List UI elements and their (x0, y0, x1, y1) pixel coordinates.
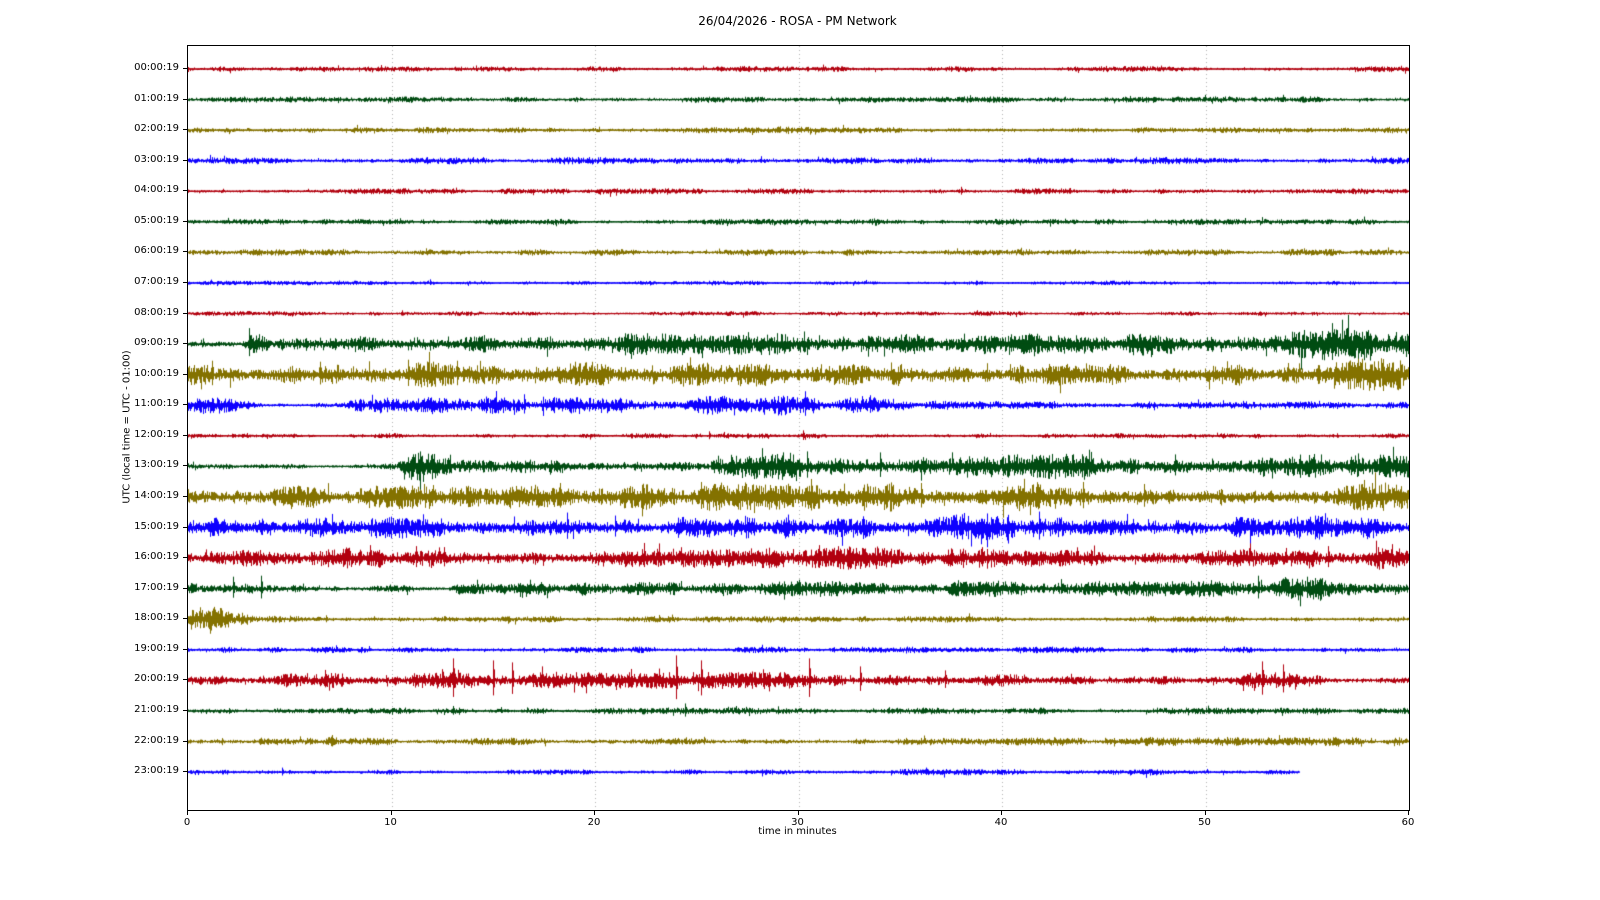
y-tick (183, 221, 187, 222)
x-tick (1205, 811, 1206, 815)
y-tick (183, 710, 187, 711)
trace-time-label: 17:00:19 (134, 581, 179, 593)
y-tick (183, 68, 187, 69)
trace-time-label: 02:00:19 (134, 123, 179, 135)
trace-time-label: 23:00:19 (134, 765, 179, 777)
x-tick-label: 30 (791, 817, 804, 828)
y-tick (183, 99, 187, 100)
trace-time-label: 03:00:19 (134, 153, 179, 165)
y-tick (183, 496, 187, 497)
trace-time-label: 10:00:19 (134, 367, 179, 379)
trace-time-label: 00:00:19 (134, 62, 179, 73)
trace-time-label: 12:00:19 (134, 428, 179, 440)
trace-time-label: 19:00:19 (134, 642, 179, 654)
trace-time-label: 04:00:19 (134, 184, 179, 196)
y-tick (183, 129, 187, 130)
x-tick-label: 10 (384, 817, 397, 828)
trace-time-label: 09:00:19 (134, 337, 179, 349)
seismogram-traces-canvas (188, 46, 1409, 810)
y-tick (183, 649, 187, 650)
y-tick (183, 557, 187, 558)
x-tick (1001, 811, 1002, 815)
y-tick (183, 679, 187, 680)
x-tick (1408, 811, 1409, 815)
y-tick (183, 251, 187, 252)
x-tick (391, 811, 392, 815)
trace-time-label: 21:00:19 (134, 703, 179, 715)
trace-time-label: 18:00:19 (134, 612, 179, 624)
y-tick (183, 771, 187, 772)
plot-area (187, 45, 1410, 811)
y-tick (183, 160, 187, 161)
y-tick (183, 282, 187, 283)
trace-time-label: 05:00:19 (134, 214, 179, 226)
trace-time-label: 07:00:19 (134, 275, 179, 287)
x-tick (798, 811, 799, 815)
x-tick-label: 60 (1401, 817, 1415, 828)
trace-time-label: 16:00:19 (134, 551, 179, 563)
y-tick (183, 588, 187, 589)
y-tick (183, 741, 187, 742)
trace-time-label: 22:00:19 (134, 734, 179, 746)
y-tick (183, 313, 187, 314)
y-tick (183, 618, 187, 619)
trace-time-label: 01:00:19 (134, 92, 179, 104)
x-tick-label: 50 (1198, 817, 1211, 828)
y-tick (183, 527, 187, 528)
x-axis-label: time in minutes (758, 826, 837, 837)
y-tick (183, 435, 187, 436)
y-tick (183, 190, 187, 191)
y-tick (183, 404, 187, 405)
trace-time-label: 14:00:19 (134, 489, 179, 501)
trace-time-label: 11:00:19 (134, 398, 179, 410)
trace-time-label: 08:00:19 (134, 306, 179, 318)
x-tick (187, 811, 188, 815)
y-tick (183, 374, 187, 375)
trace-time-label: 13:00:19 (134, 459, 179, 471)
x-tick-label: 20 (587, 817, 601, 828)
x-tick-label: 0 (183, 817, 191, 828)
x-tick-label: 40 (994, 817, 1008, 828)
plot-title: 26/04/2026 - ROSA - PM Network (698, 14, 897, 28)
y-tick (183, 343, 187, 344)
y-tick (183, 465, 187, 466)
trace-time-label: 20:00:19 (134, 673, 179, 685)
trace-time-label: 15:00:19 (134, 520, 179, 532)
x-tick (594, 811, 595, 815)
trace-time-label: 06:00:19 (134, 245, 179, 257)
